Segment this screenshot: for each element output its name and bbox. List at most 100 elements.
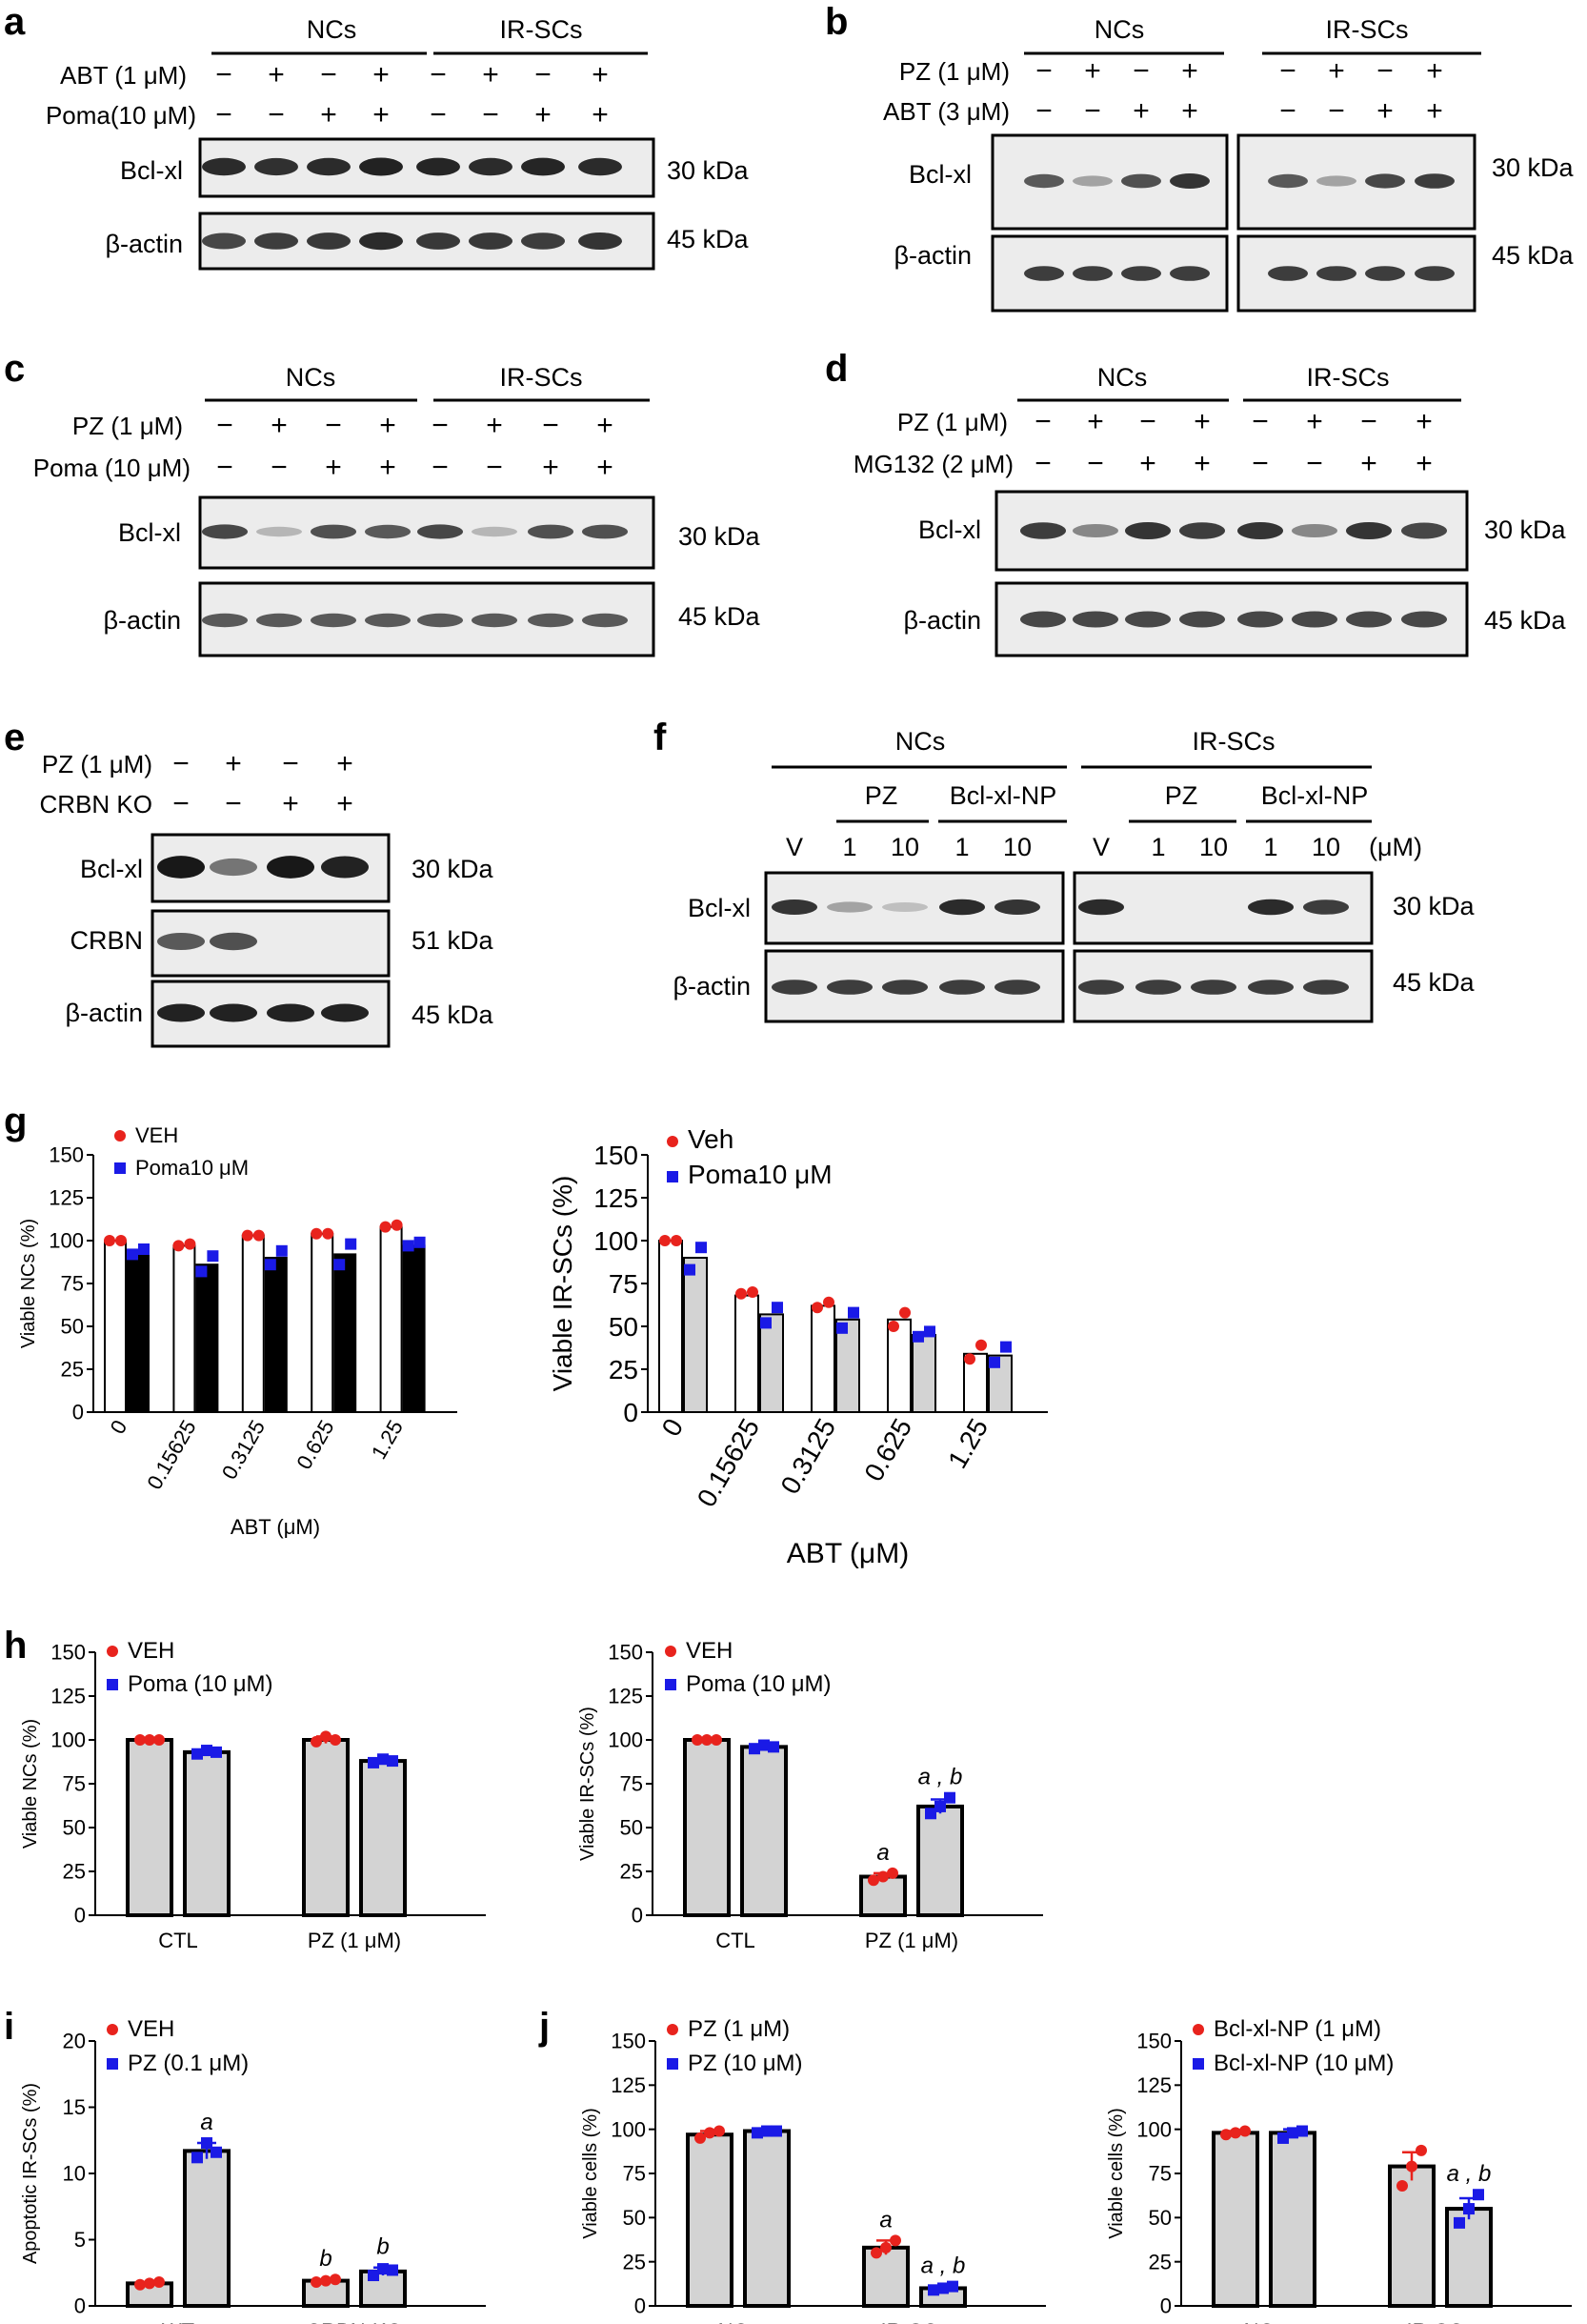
panel-label-d: d (825, 348, 848, 390)
blot-band (1292, 611, 1337, 628)
minus-sign: − (1084, 95, 1101, 127)
plus-sign: + (486, 410, 503, 441)
y-tick-label: 25 (609, 1355, 638, 1384)
treatment-label-pz: PZ (1 μM) (42, 750, 152, 778)
blot-band (528, 613, 573, 628)
legend-marker (667, 1171, 678, 1182)
blot-band (202, 157, 246, 176)
data-point (153, 2275, 165, 2288)
blot-size-bclxl: 30 kDa (1492, 153, 1575, 182)
legend-marker (107, 2024, 118, 2035)
blot-band (365, 613, 411, 628)
data-point (320, 1730, 331, 1743)
data-point (1473, 2189, 1484, 2201)
significance-label: a , b (1447, 2161, 1492, 2187)
data-point (1277, 2132, 1289, 2144)
plus-sign: + (225, 748, 242, 779)
data-point (368, 2270, 379, 2282)
y-tick-label: 125 (49, 1186, 84, 1210)
blot-band (157, 856, 205, 879)
panel-label-h: h (4, 1625, 27, 1667)
plus-sign: + (372, 99, 390, 131)
legend-label: Poma10 μM (688, 1160, 833, 1189)
blot-band (202, 613, 248, 628)
blot-band (1415, 266, 1455, 281)
lane-label: V (1093, 833, 1110, 861)
blot-band (994, 899, 1040, 915)
lane-label: 1 (842, 833, 856, 861)
treatment-label-pz: PZ (1 μM) (899, 57, 1010, 86)
blot-band (311, 613, 356, 628)
data-point (377, 1753, 389, 1766)
blot-label-bclxl: Bcl-xl (120, 156, 183, 185)
blot-size-crbn: 51 kDa (412, 926, 494, 955)
group-label-irscs: IR-SCs (1307, 363, 1390, 392)
minus-sign: − (1360, 406, 1377, 437)
group-label-irscs: IR-SCs (1193, 727, 1276, 756)
bar (734, 1294, 759, 1413)
data-point (184, 1238, 196, 1250)
y-tick-label: 100 (611, 2117, 646, 2141)
legend-marker (667, 2024, 678, 2035)
group-label-irscs: IR-SCs (500, 363, 583, 392)
blot-label-bclxl: Bcl-xl (918, 515, 981, 544)
blot-band (416, 157, 460, 176)
minus-sign: − (1328, 95, 1345, 127)
bar (912, 1334, 936, 1413)
plus-sign: + (1194, 448, 1211, 479)
legend-marker (1193, 2058, 1204, 2070)
blot-label-actin: β-actin (903, 606, 981, 635)
legend-label: Bcl-xl-NP (10 μM) (1214, 2051, 1394, 2076)
blot-size-actin: 45 kDa (1492, 241, 1575, 270)
y-tick-label: 125 (1136, 2073, 1172, 2097)
blot-band (827, 901, 873, 913)
minus-sign: − (216, 410, 233, 441)
plus-sign: + (1306, 406, 1323, 437)
data-point (659, 1235, 671, 1246)
minus-sign: − (1087, 448, 1104, 479)
y-axis-label: Viable NCs (%) (20, 1719, 41, 1849)
y-tick-label: 75 (63, 1772, 86, 1796)
blot-band (1346, 522, 1392, 539)
data-point (241, 1229, 253, 1242)
blot-band (321, 1003, 369, 1022)
x-tick-label: 0 (106, 1416, 132, 1438)
bar (683, 1738, 731, 1917)
blot-size-actin: 45 kDa (1484, 606, 1567, 635)
significance-label: b (319, 2246, 331, 2272)
data-point (768, 1741, 779, 1753)
subgroup-label-pz: PZ (1165, 781, 1198, 810)
y-tick-label: 50 (623, 2206, 646, 2230)
data-point (752, 2127, 763, 2139)
y-tick-label: 150 (608, 1641, 643, 1665)
data-point (1296, 2125, 1308, 2137)
bar (183, 2149, 231, 2309)
significance-label: a , b (918, 1765, 963, 1790)
group-label-ncs: NCs (895, 727, 946, 756)
blot-label-actin: β-actin (105, 230, 183, 258)
minus-sign: − (172, 748, 190, 779)
blot-band (1179, 611, 1225, 628)
plus-sign: + (1426, 95, 1443, 127)
data-point (694, 2132, 706, 2144)
blot-band (472, 613, 517, 628)
data-point (760, 1317, 772, 1329)
blot-band (1316, 266, 1356, 281)
data-point (252, 1229, 265, 1242)
legend-label: VEH (128, 1638, 174, 1664)
blot-band (1125, 522, 1171, 539)
blot-band (1365, 266, 1405, 281)
bar (264, 1257, 288, 1413)
x-tick-label: 0.3125 (217, 1416, 270, 1484)
blot-band (472, 526, 517, 537)
x-axis-label: ABT (μM) (787, 1538, 909, 1569)
data-point (671, 1235, 682, 1246)
data-point (1287, 2127, 1298, 2139)
minus-sign: − (482, 99, 499, 131)
legend-label: Poma (10 μM) (686, 1671, 832, 1697)
minus-sign: − (1035, 448, 1052, 479)
blot-band (1237, 611, 1283, 628)
legend-label: Poma (10 μM) (128, 1671, 273, 1697)
subgroup-label-bclxl-np: Bcl-xl-NP (1261, 781, 1369, 810)
lane-label: 10 (1003, 833, 1032, 861)
